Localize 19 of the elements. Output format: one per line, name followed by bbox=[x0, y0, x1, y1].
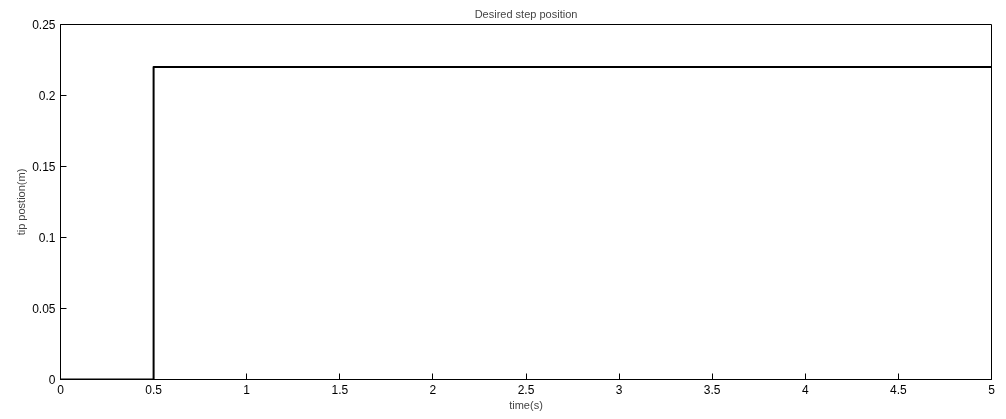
y-axis-title: tip postion(m) bbox=[15, 168, 28, 236]
x-tick-label: 1 bbox=[243, 382, 251, 397]
x-tick-label: 2.5 bbox=[517, 382, 535, 397]
chart-title: Desired step position bbox=[474, 7, 578, 20]
y-tick-label: 0.2 bbox=[38, 89, 56, 103]
x-tick-label: 2 bbox=[429, 382, 437, 397]
y-tick-label: 0.15 bbox=[32, 160, 56, 174]
y-tick-label: 0.25 bbox=[32, 18, 56, 32]
x-tick-label: 3 bbox=[615, 382, 623, 397]
x-tick-label: 5 bbox=[988, 382, 996, 397]
x-tick-label: 1.5 bbox=[331, 382, 349, 397]
x-tick-label: 0.5 bbox=[145, 382, 163, 397]
y-tick-label: 0.1 bbox=[38, 231, 56, 245]
x-tick-label: 4.5 bbox=[890, 382, 908, 397]
x-axis-title: time(s) bbox=[509, 398, 543, 411]
x-tick-label: 4 bbox=[801, 382, 809, 397]
x-tick-label: 3.5 bbox=[703, 382, 721, 397]
y-tick-label: 0 bbox=[48, 373, 56, 387]
y-tick-label: 0.05 bbox=[32, 302, 56, 316]
